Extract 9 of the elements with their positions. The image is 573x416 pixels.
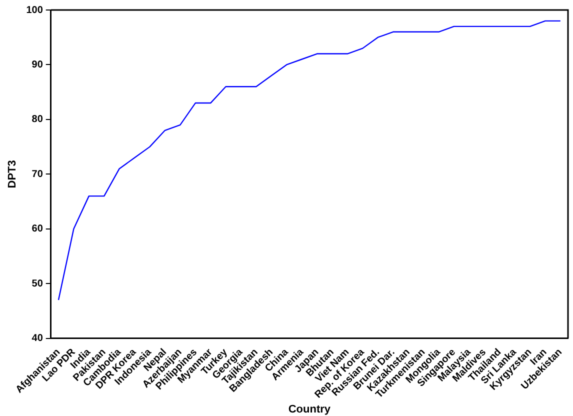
y-tick-label: 50 <box>32 278 44 290</box>
y-tick-label: 70 <box>32 168 44 180</box>
y-tick-label: 40 <box>32 333 44 344</box>
y-tick-label: 100 <box>26 4 44 16</box>
y-axis-title: DPT3 <box>6 160 19 188</box>
x-axis-title: Country <box>288 403 332 416</box>
y-tick-label: 90 <box>32 59 44 70</box>
y-tick-label: 60 <box>32 224 44 235</box>
y-tick-label: 80 <box>32 114 44 126</box>
